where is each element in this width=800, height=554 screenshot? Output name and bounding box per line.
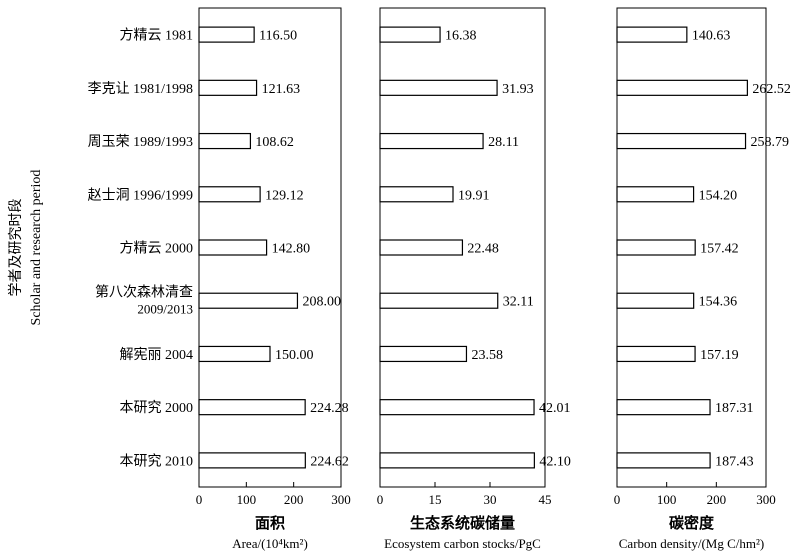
bar — [616, 239, 696, 256]
data-label: 42.10 — [539, 454, 571, 469]
x-tick-label: 0 — [377, 492, 384, 507]
data-label: 224.28 — [310, 401, 349, 416]
data-label: 187.31 — [715, 401, 754, 416]
data-label: 187.43 — [715, 454, 754, 469]
bar — [616, 345, 696, 363]
bar — [616, 399, 711, 416]
data-label: 121.63 — [262, 82, 301, 97]
x-axis-unit: Ecosystem carbon stocks/PgC — [384, 536, 541, 551]
category-label: 方精云 2000 — [120, 241, 194, 257]
bar — [379, 186, 454, 203]
bar — [198, 79, 258, 96]
data-label: 23.58 — [471, 348, 503, 363]
bar — [379, 79, 498, 96]
category-label: 解宪丽 2004 — [120, 346, 194, 363]
data-label: 157.19 — [700, 348, 739, 363]
data-label: 28.11 — [488, 135, 519, 150]
bar — [379, 399, 535, 416]
data-label: 262.52 — [752, 82, 791, 97]
category-label: 李克让 1981/1998 — [88, 81, 193, 97]
data-label: 157.42 — [700, 242, 739, 257]
category-label: 周玉荣 1989/1993 — [88, 134, 193, 150]
data-label: 42.01 — [539, 401, 571, 416]
bar — [616, 132, 747, 150]
bar — [198, 345, 271, 363]
bar — [198, 239, 268, 256]
x-tick-label: 0 — [614, 492, 621, 507]
x-tick-label: 100 — [657, 492, 677, 507]
data-label: 154.20 — [699, 188, 738, 203]
data-label: 150.00 — [275, 348, 314, 363]
y-axis-label: 学者及研究时段 — [8, 199, 24, 297]
data-label: 108.62 — [255, 135, 293, 150]
data-label: 19.91 — [458, 188, 490, 203]
bar — [379, 292, 499, 309]
bar — [198, 452, 306, 469]
x-tick-label: 0 — [196, 492, 203, 507]
x-axis-unit: Area/(10⁴km²) — [232, 536, 308, 551]
x-tick-label: 300 — [331, 492, 351, 507]
data-label: 142.80 — [272, 242, 311, 257]
y-axis-label: Scholar and research period — [29, 170, 44, 326]
x-axis-title: 生态系统碳储量 — [410, 514, 515, 532]
data-label: 154.36 — [699, 295, 738, 310]
bar — [198, 292, 299, 309]
x-tick-label: 45 — [539, 492, 552, 507]
category-label: 本研究 2000 — [120, 400, 194, 416]
bar — [616, 292, 695, 309]
data-label: 224.62 — [310, 454, 349, 469]
data-label: 140.63 — [692, 29, 731, 44]
bar — [379, 452, 535, 469]
x-axis-title: 面积 — [255, 514, 285, 532]
data-label: 258.79 — [751, 135, 790, 150]
data-label: 116.50 — [259, 29, 297, 44]
category-label: 本研究 2010 — [120, 453, 194, 469]
bar — [616, 79, 748, 96]
bar — [379, 132, 484, 150]
bar — [198, 132, 252, 150]
data-label: 32.11 — [503, 295, 534, 310]
bar — [616, 186, 695, 203]
x-tick-label: 200 — [707, 492, 727, 507]
category-label: 方精云 1981 — [120, 28, 194, 44]
x-tick-label: 100 — [237, 492, 257, 507]
data-label: 22.48 — [467, 242, 499, 257]
x-axis-unit: Carbon density/(Mg C/hm²) — [619, 536, 764, 551]
bar — [198, 26, 255, 43]
bar — [198, 186, 261, 203]
bar — [379, 26, 441, 43]
x-tick-label: 200 — [284, 492, 304, 507]
data-label: 208.00 — [302, 295, 341, 310]
data-label: 31.93 — [502, 82, 534, 97]
x-axis-title: 碳密度 — [669, 514, 715, 532]
x-tick-label: 300 — [756, 492, 776, 507]
category-label: 赵士洞 1996/1999 — [88, 187, 193, 203]
data-label: 129.12 — [265, 188, 304, 203]
data-label: 16.38 — [445, 29, 477, 44]
bar — [616, 452, 711, 469]
bar — [198, 399, 306, 416]
x-tick-label: 15 — [429, 492, 442, 507]
bar — [616, 26, 688, 43]
category-label: 第八次森林清查 2009/2013 — [95, 284, 193, 317]
bar — [379, 239, 464, 256]
x-tick-label: 30 — [484, 492, 497, 507]
bar — [379, 345, 468, 363]
